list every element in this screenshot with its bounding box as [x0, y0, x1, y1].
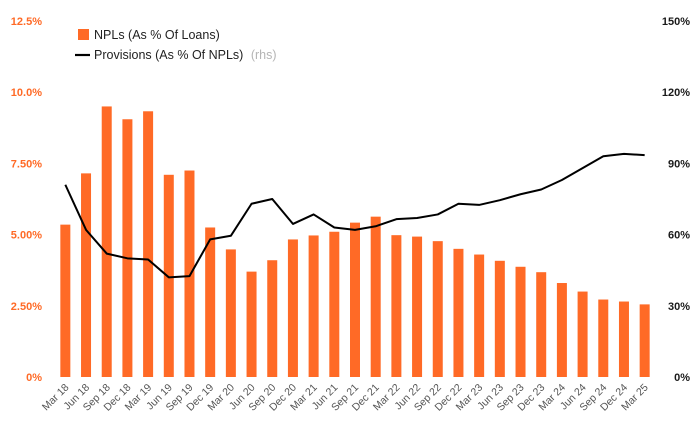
npl-bar-0: [60, 224, 71, 377]
npl-bar-9: [246, 271, 257, 377]
npl-bar-10: [267, 260, 278, 377]
left-tick-label-2: 5.00%: [11, 230, 42, 242]
npl-bar-14: [350, 222, 360, 377]
legend: NPLs (As % Of Loans) Provisions (As % Of…: [75, 28, 277, 62]
right-tick-label-1: 30%: [668, 301, 690, 313]
provisions-line-group: [64, 152, 645, 279]
legend-label-provisions: Provisions (As % Of NPLs) (rhs): [94, 48, 277, 62]
legend-label-provisions-main: Provisions (As % Of NPLs): [94, 48, 243, 62]
npl-bar-20: [474, 254, 485, 377]
npl-bar-3: [122, 119, 133, 377]
npl-bar-22: [515, 266, 526, 377]
npl-bar-27: [618, 301, 629, 377]
left-tick-label-1: 2.50%: [11, 301, 42, 313]
provisions-line: [64, 152, 645, 279]
npl-bar-7: [205, 227, 216, 377]
legend-label-npl: NPLs (As % Of Loans): [94, 28, 220, 42]
right-tick-label-2: 60%: [668, 230, 690, 242]
npl-bar-26: [598, 299, 609, 377]
npl-bar-8: [225, 249, 236, 377]
right-axis-ticks: 0% 30% 60% 90% 120% 150%: [662, 16, 690, 384]
left-tick-label-5: 12.5%: [11, 16, 42, 28]
npl-bar-17: [412, 236, 423, 377]
npl-bar-16: [391, 235, 402, 377]
npl-bar-1: [81, 173, 92, 377]
left-tick-label-3: 7.50%: [11, 158, 42, 170]
npl-bar-11: [287, 239, 298, 377]
npl-bar-24: [556, 283, 567, 377]
npl-bar-28: [639, 304, 650, 377]
npl-bar-18: [432, 241, 443, 377]
npl-bar-19: [453, 248, 464, 377]
npl-bar-12: [308, 235, 319, 377]
npl-bar-2: [101, 106, 112, 377]
npl-bars: [60, 106, 650, 377]
left-tick-label-0: 0%: [26, 372, 42, 384]
npl-bar-21: [494, 260, 505, 377]
npl-bar-4: [143, 111, 154, 377]
npl-bar-25: [577, 291, 588, 377]
npl-bar-13: [329, 231, 340, 377]
legend-swatch-npl: [78, 29, 89, 40]
npl-bar-6: [184, 170, 195, 377]
npl-bar-15: [370, 216, 381, 377]
legend-label-provisions-suffix: (rhs): [251, 48, 277, 62]
right-tick-label-3: 90%: [668, 158, 690, 170]
right-tick-label-4: 120%: [662, 87, 690, 99]
right-tick-label-5: 150%: [662, 16, 690, 28]
left-tick-label-4: 10.0%: [11, 87, 42, 99]
npl-bar-23: [536, 272, 547, 377]
right-tick-label-0: 0%: [674, 372, 690, 384]
left-axis-ticks: 0% 2.50% 5.00% 7.50% 10.0% 12.5%: [11, 16, 42, 384]
npl-bar-5: [163, 174, 174, 377]
